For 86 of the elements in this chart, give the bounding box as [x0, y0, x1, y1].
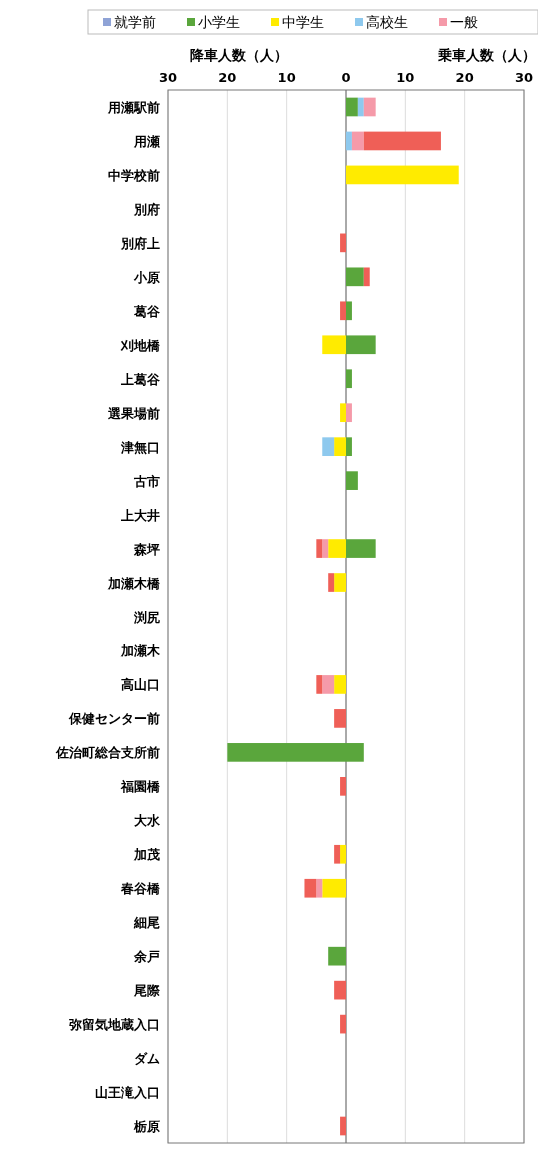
y-tick-label: 用瀬駅前: [107, 99, 160, 115]
bar: [334, 437, 346, 456]
bar: [357, 97, 364, 117]
y-tick-label: 大水: [134, 813, 161, 829]
y-tick-label: 加瀬木橋: [107, 575, 161, 591]
bar: [334, 709, 346, 728]
y-tick-label: 津無口: [120, 439, 160, 455]
y-tick-label: 加瀬木: [120, 643, 161, 659]
bar: [346, 437, 352, 456]
y-tick-label: 保健センター前: [68, 711, 160, 727]
bar: [340, 1116, 346, 1136]
bar: [351, 131, 364, 151]
y-tick-label: 葛谷: [133, 303, 161, 319]
bar: [328, 539, 346, 558]
y-tick-label: 渕尻: [133, 609, 160, 625]
bar: [346, 471, 358, 490]
y-tick-label: 山王滝入口: [95, 1085, 160, 1101]
y-tick-label: 加茂: [133, 847, 160, 863]
bar: [340, 1014, 346, 1034]
x-tick-label: 20: [455, 70, 474, 85]
bar: [322, 437, 335, 456]
bar: [346, 369, 352, 389]
y-tick-label: 余戸: [133, 949, 160, 965]
bar: [346, 165, 459, 185]
y-tick-label: 高山口: [121, 677, 160, 693]
bar: [322, 539, 329, 558]
x-tick-label: 30: [158, 70, 178, 85]
y-tick-label: 上葛谷: [120, 371, 161, 387]
bar: [334, 980, 346, 1000]
bar: [340, 403, 346, 423]
y-tick-label: 小原: [133, 269, 160, 285]
y-tick-label: 福園橋: [120, 779, 161, 795]
x-tick-label: 30: [514, 70, 534, 85]
bar: [346, 267, 364, 287]
bar: [363, 131, 441, 151]
y-tick-label: 選果場前: [107, 405, 160, 421]
bar: [346, 539, 376, 558]
bar: [322, 675, 335, 694]
y-tick-label: 中学校前: [108, 167, 160, 183]
bar: [346, 335, 376, 355]
y-tick-label: 刈地橋: [120, 337, 161, 353]
bar: [328, 573, 335, 592]
bar: [316, 675, 323, 694]
y-tick-label: 別府: [133, 201, 160, 217]
bar: [363, 97, 376, 117]
y-tick-label: 細尾: [133, 915, 160, 931]
y-tick-label: 上大井: [120, 507, 160, 523]
legend-label: 中学生: [282, 14, 324, 30]
y-tick-label: 佐治町総合支所前: [55, 745, 160, 761]
legend-label: 就学前: [114, 14, 156, 30]
bar: [346, 97, 358, 117]
bar: [334, 844, 341, 864]
y-tick-label: 古市: [133, 473, 160, 489]
bar: [340, 777, 346, 796]
y-tick-label: 尾際: [133, 983, 161, 999]
y-tick-label: ダム: [134, 1051, 160, 1067]
text: 降車人数（人）: [190, 47, 288, 63]
x-tick-label: 0: [341, 70, 351, 85]
legend-label: 一般: [450, 14, 478, 30]
y-tick-label: 用瀬: [133, 133, 160, 149]
bar: [340, 233, 346, 253]
bar: [328, 946, 346, 966]
bar: [363, 267, 370, 287]
bar: [316, 878, 323, 898]
y-tick-label: 別府上: [120, 235, 160, 251]
bar: [334, 573, 346, 592]
y-tick-label: 春谷橋: [120, 881, 161, 897]
y-tick-label: 森坪: [133, 541, 160, 557]
legend-label: 小学生: [198, 14, 240, 30]
legend-label: 高校生: [366, 14, 408, 30]
bar: [340, 301, 346, 321]
x-tick-label: 10: [277, 70, 296, 85]
y-tick-label: 栃原: [133, 1119, 160, 1135]
bar: [334, 675, 346, 694]
bar: [340, 844, 346, 864]
x-axis-title: 乗車人数（人）: [437, 47, 536, 63]
bar: [322, 335, 346, 355]
bar: [322, 878, 346, 898]
x-tick-label: 10: [396, 70, 415, 85]
y-tick-label: 弥留気地蔵入口: [69, 1017, 160, 1033]
bar: [346, 131, 352, 151]
bar: [304, 878, 317, 898]
bar: [346, 301, 352, 321]
x-tick-label: 20: [218, 70, 237, 85]
bar: [316, 539, 323, 558]
bar: [346, 403, 352, 423]
